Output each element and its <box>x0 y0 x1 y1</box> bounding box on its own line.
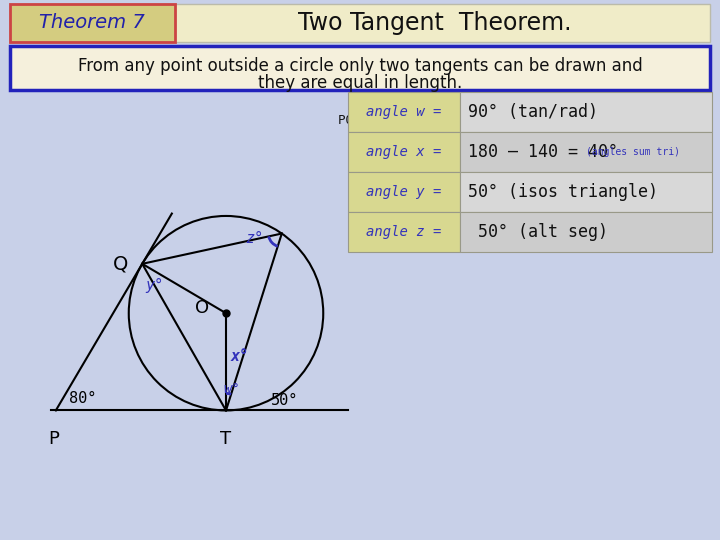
Text: T: T <box>220 430 232 448</box>
FancyBboxPatch shape <box>10 4 710 42</box>
Text: y°: y° <box>145 278 163 293</box>
Text: x°: x° <box>230 349 248 364</box>
FancyBboxPatch shape <box>10 4 175 42</box>
Text: O: O <box>194 299 209 318</box>
Text: 50° (alt seg): 50° (alt seg) <box>468 223 608 241</box>
Text: 90° (tan/rad): 90° (tan/rad) <box>468 103 598 121</box>
FancyBboxPatch shape <box>460 132 712 172</box>
Text: PQ and PT are tangents to a circle with centre
O. Find the unknown angles giving: PQ and PT are tangents to a circle with … <box>338 114 683 142</box>
Text: 50° (isos triangle): 50° (isos triangle) <box>468 183 658 201</box>
FancyBboxPatch shape <box>348 212 460 252</box>
Text: 80°: 80° <box>69 391 96 406</box>
Text: Theorem 7: Theorem 7 <box>39 12 145 31</box>
FancyBboxPatch shape <box>460 212 712 252</box>
FancyBboxPatch shape <box>348 132 460 172</box>
Text: w°: w° <box>223 382 240 396</box>
Text: 180 – 140 = 40°: 180 – 140 = 40° <box>468 143 618 161</box>
FancyBboxPatch shape <box>348 172 460 212</box>
Text: z°: z° <box>246 231 264 246</box>
Text: P: P <box>48 430 59 448</box>
Text: angle x =: angle x = <box>366 145 441 159</box>
Text: Q: Q <box>112 254 128 273</box>
Text: Two Tangent  Theorem.: Two Tangent Theorem. <box>298 11 572 35</box>
Text: they are equal in length.: they are equal in length. <box>258 74 462 92</box>
FancyBboxPatch shape <box>10 46 710 90</box>
Text: From any point outside a circle only two tangents can be drawn and: From any point outside a circle only two… <box>78 57 642 75</box>
FancyBboxPatch shape <box>460 92 712 132</box>
FancyBboxPatch shape <box>460 172 712 212</box>
Text: (angles sum tri): (angles sum tri) <box>586 147 680 157</box>
Text: angle y =: angle y = <box>366 185 441 199</box>
FancyBboxPatch shape <box>348 92 460 132</box>
Text: angle w =: angle w = <box>366 105 441 119</box>
Text: 50°: 50° <box>271 393 298 408</box>
Text: angle z =: angle z = <box>366 225 441 239</box>
